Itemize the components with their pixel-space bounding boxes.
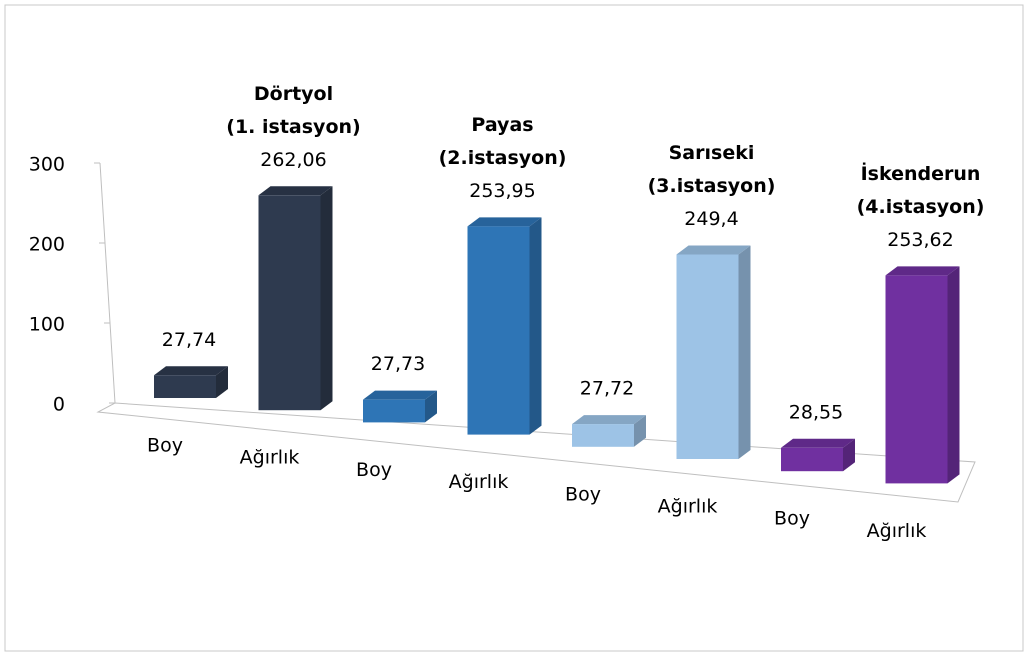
value-label: 27,73 — [371, 353, 425, 375]
x-tick-label: Boy — [356, 459, 392, 481]
group-label: Dörtyol — [254, 83, 333, 105]
bar-top — [154, 366, 228, 376]
bar-side — [634, 415, 646, 447]
x-tick-label: Boy — [774, 508, 810, 530]
bar-side — [843, 438, 855, 472]
bar-side — [216, 366, 228, 398]
group-label: İskenderun — [861, 161, 981, 185]
bar-top — [676, 245, 751, 255]
value-label: 253,95 — [469, 180, 535, 202]
bar-top — [885, 266, 960, 276]
value-label: 249,4 — [684, 208, 738, 230]
bar — [572, 424, 634, 447]
value-label: 28,55 — [789, 401, 843, 423]
y-tick-label: 0 — [53, 394, 65, 416]
y-axis — [99, 162, 116, 404]
x-tick-label: Boy — [147, 435, 183, 457]
group-label: (4.istasyon) — [857, 196, 985, 218]
value-label: 27,72 — [580, 378, 634, 400]
bar — [885, 275, 948, 484]
bar — [781, 447, 843, 472]
bar — [467, 226, 530, 435]
bar-side — [738, 245, 751, 459]
y-tick-label: 100 — [29, 314, 65, 336]
bar-side — [425, 390, 437, 423]
group-label: Sarıseki — [669, 142, 755, 164]
bar-top — [363, 390, 437, 400]
x-tick-label: Ağırlık — [867, 520, 927, 542]
bar — [154, 375, 216, 398]
value-label: 27,74 — [162, 329, 216, 351]
value-label: 262,06 — [260, 149, 326, 171]
bar-top — [258, 186, 333, 196]
y-tick-label: 300 — [29, 154, 65, 176]
bar-side — [947, 266, 960, 484]
bar-side — [320, 186, 333, 411]
bar-top — [572, 415, 646, 425]
x-tick-label: Ağırlık — [449, 471, 509, 493]
x-tick-label: Ağırlık — [658, 496, 718, 518]
x-tick-label: Boy — [565, 483, 601, 505]
group-label: (2.istasyon) — [439, 147, 567, 169]
y-tick-label: 200 — [29, 234, 65, 256]
value-label: 253,62 — [887, 229, 953, 251]
bar-top — [781, 438, 855, 448]
group-label: (3.istasyon) — [648, 175, 776, 197]
bar — [676, 254, 739, 459]
bar — [258, 195, 321, 411]
bar-side — [529, 217, 542, 435]
x-tick-label: Ağırlık — [240, 447, 300, 469]
bar-top — [467, 217, 542, 227]
bar — [363, 399, 425, 423]
group-label: (1. istasyon) — [226, 116, 360, 138]
group-label: Payas — [471, 114, 533, 136]
